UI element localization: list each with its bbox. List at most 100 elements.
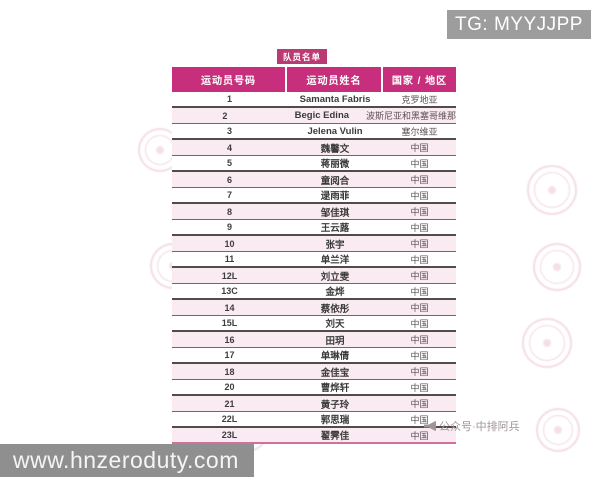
table-row: 15L 刘天 中国	[172, 316, 456, 332]
athlete-name-cell: 翟霁佳	[320, 431, 350, 442]
column-header-athlete-name: 运动员姓名	[287, 67, 383, 92]
country-cell: 中国	[410, 335, 429, 345]
athlete-number-cell: 3	[226, 126, 232, 136]
athlete-number-cell: 10	[224, 238, 235, 249]
athlete-number-cell: 11	[224, 254, 235, 264]
athlete-number-cell: 17	[224, 350, 235, 360]
telegram-watermark-badge: TG: MYYJJPP	[447, 10, 591, 39]
site-watermark-badge: www.hnzeroduty.com	[0, 444, 254, 477]
country-cell: 中国	[410, 430, 429, 441]
table-row: 9 王云蕗 中国	[172, 220, 456, 236]
country-cell: 中国	[410, 239, 429, 249]
country-cell: 中国	[410, 207, 429, 217]
country-cell: 波斯尼亚和黑塞哥维那	[365, 111, 456, 121]
athlete-name-cell: 张宇	[325, 239, 345, 251]
athlete-name-cell: Jelena Vulin	[307, 125, 363, 137]
athlete-name-cell: 蒋丽微	[320, 159, 350, 170]
country-cell: 塞尔维亚	[401, 126, 438, 137]
country-cell: 中国	[410, 158, 429, 169]
stamp-watermark	[532, 404, 584, 456]
country-cell: 中国	[410, 271, 429, 281]
athlete-number-cell: 13C	[221, 286, 238, 296]
athlete-number-cell: 22L	[221, 414, 238, 424]
athlete-name-cell: 蔡依彤	[320, 303, 350, 315]
stamp-watermark	[516, 312, 578, 374]
country-cell: 中国	[410, 414, 429, 425]
table-header-row: 运动员号码 运动员姓名 国家 / 地区	[172, 67, 456, 92]
roster-title-badge: 队员名单	[277, 49, 328, 64]
stamp-watermark	[523, 161, 581, 219]
athlete-number-cell: 12L	[221, 270, 238, 281]
table-row: 13C 金烨 中国	[172, 284, 456, 300]
country-cell: 中国	[410, 382, 429, 393]
country-cell: 中国	[410, 367, 429, 377]
athlete-number-cell: 18	[224, 366, 235, 377]
athlete-name-cell: 童阅合	[320, 175, 350, 187]
athlete-name-cell: 单兰洋	[320, 255, 350, 266]
wechat-watermark: 公众号·中排阿兵	[424, 418, 520, 434]
athlete-number-cell: 6	[226, 174, 232, 185]
athlete-number-cell: 15L	[221, 318, 238, 328]
country-cell: 中国	[410, 175, 429, 185]
athlete-name-cell: 单琳倩	[320, 351, 350, 362]
table-row: 5 蒋丽微 中国	[172, 156, 456, 172]
athlete-number-cell: 2	[222, 110, 228, 121]
roster-table: 运动员号码 运动员姓名 国家 / 地区 1 Samanta Fabris 克罗地亚 2…	[172, 67, 456, 444]
table-row: 4 魏馨文 中国	[172, 140, 456, 156]
stamp-watermark	[530, 240, 584, 294]
country-cell: 中国	[410, 350, 429, 361]
table-row: 22L 郭思瑞 中国	[172, 412, 456, 428]
table-row: 14 蔡依彤 中国	[172, 300, 456, 316]
athlete-name-cell: Samanta Fabris	[299, 93, 371, 105]
table-row: 21 黄子玲 中国	[172, 396, 456, 412]
athlete-name-cell: 黄子玲	[320, 399, 350, 411]
country-cell: 中国	[410, 318, 429, 329]
table-row: 12L 刘立雯 中国	[172, 268, 456, 284]
athlete-name-cell: 田玥	[325, 335, 345, 347]
athlete-name-cell: 金烨	[325, 287, 345, 298]
table-row: 17 单琳倩 中国	[172, 348, 456, 364]
athlete-number-cell: 14	[224, 302, 235, 313]
athlete-number-cell: 5	[226, 158, 232, 168]
wechat-watermark-label: 公众号·中排阿兵	[439, 421, 520, 433]
country-cell: 克罗地亚	[401, 94, 438, 105]
athlete-number-cell: 8	[226, 206, 232, 217]
table-row: 1 Samanta Fabris 克罗地亚	[172, 92, 456, 108]
country-cell: 中国	[410, 143, 429, 153]
athlete-number-cell: 1	[226, 94, 232, 104]
table-row: 23L 翟霁佳 中国	[172, 428, 456, 444]
athlete-name-cell: 郭思瑞	[320, 415, 350, 426]
table-row: 10 张宇 中国	[172, 236, 456, 252]
athlete-name-cell: 曹烨轩	[320, 383, 350, 394]
athlete-name-cell: 刘天	[325, 319, 345, 330]
table-row: 6 童阅合 中国	[172, 172, 456, 188]
table-row: 20 曹烨轩 中国	[172, 380, 456, 396]
athlete-name-cell: Begic Edina	[294, 110, 350, 121]
athlete-name-cell: 刘立雯	[320, 271, 350, 283]
column-header-athlete-number: 运动员号码	[172, 67, 287, 92]
athlete-number-cell: 4	[226, 142, 232, 153]
table-row: 3 Jelena Vulin 塞尔维亚	[172, 124, 456, 140]
table-row: 11 单兰洋 中国	[172, 252, 456, 268]
table-body: 1 Samanta Fabris 克罗地亚 2 Begic Edina 波斯尼亚和黑塞哥维…	[172, 92, 456, 444]
athlete-name-cell: 王云蕗	[320, 223, 350, 234]
athlete-number-cell: 9	[226, 222, 232, 232]
athlete-number-cell: 21	[224, 398, 235, 409]
table-row: 2 Begic Edina 波斯尼亚和黑塞哥维那	[172, 108, 456, 124]
athlete-number-cell: 16	[224, 334, 235, 345]
country-cell: 中国	[410, 303, 429, 313]
megaphone-icon	[424, 421, 436, 431]
column-header-country: 国家 / 地区	[391, 76, 448, 87]
table-row: 18 金佳宝 中国	[172, 364, 456, 380]
table-row: 16 田玥 中国	[172, 332, 456, 348]
country-cell: 中国	[410, 286, 429, 297]
country-cell: 中国	[410, 190, 429, 201]
country-cell: 中国	[410, 254, 429, 265]
country-cell: 中国	[410, 399, 429, 409]
athlete-name-cell: 金佳宝	[320, 367, 350, 379]
table-row: 8 邹佳琪 中国	[172, 204, 456, 220]
athlete-number-cell: 7	[226, 190, 232, 200]
athlete-name-cell: 邹佳琪	[320, 207, 350, 219]
table-row: 7 逯雨菲 中国	[172, 188, 456, 204]
country-cell: 中国	[410, 222, 429, 233]
